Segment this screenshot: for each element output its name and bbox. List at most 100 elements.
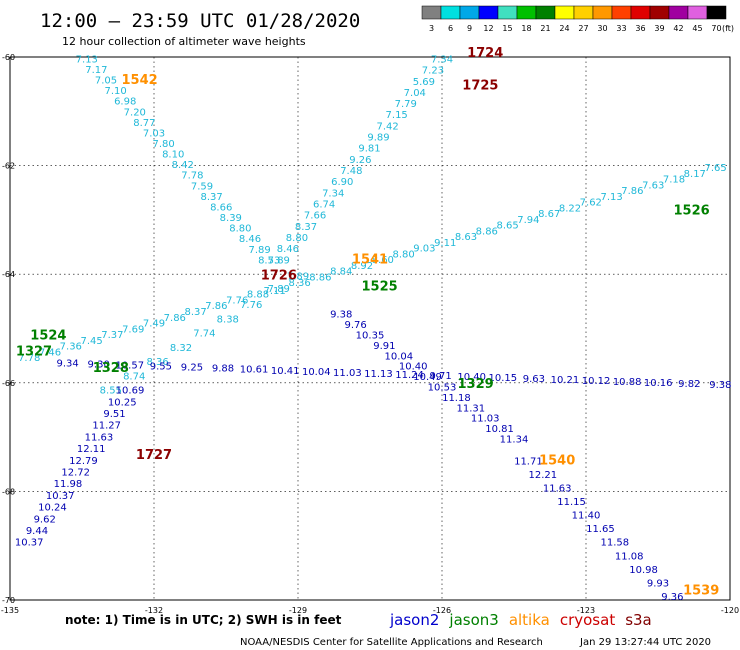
swh-value: 7.13 (76, 54, 98, 65)
pass-time-label: 1526 (674, 203, 710, 218)
swh-value: 8.67 (538, 209, 560, 220)
swh-value: 7.48 (340, 166, 362, 177)
legend-s3a: s3a (625, 611, 652, 629)
legend-altika: altika (509, 611, 550, 629)
pass-time-label: 1525 (362, 279, 398, 294)
pass-time-label: 1329 (458, 377, 494, 392)
swh-value: 7.74 (193, 329, 215, 340)
swh-value: 10.98 (629, 565, 658, 576)
swh-value: 9.25 (181, 363, 203, 374)
plot-frame (9, 56, 731, 601)
scale-swatch (478, 5, 499, 20)
swh-value: 7.46 (39, 347, 61, 358)
legend-cryosat: cryosat (560, 611, 615, 629)
scale-swatch (440, 5, 461, 20)
swh-value: 9.36 (661, 592, 683, 603)
swh-value: 7.65 (704, 163, 726, 174)
track-b: 7.347.235.697.047.797.157.429.899.819.26… (268, 54, 453, 266)
swh-value: 10.40 (457, 372, 486, 383)
swh-value: 8.36 (288, 278, 310, 289)
swh-value: 10.21 (551, 375, 580, 386)
scale-value: 27 (578, 24, 588, 33)
swh-value: 9.71 (429, 371, 451, 382)
swh-value: 11.58 (600, 538, 629, 549)
swh-value: 8.42 (172, 160, 194, 171)
pass-times: 1542 1724 1725 1726 1541 1525 1526 1524 1327 1328… (16, 46, 719, 599)
swh-value: 10.16 (644, 378, 673, 389)
swh-value: 9.63 (523, 374, 545, 385)
swh-value: 7.03 (143, 128, 165, 139)
swh-value: 9.89 (367, 133, 389, 144)
track-f: 9.389.8210.1610.8810.1210.219.6310.1510.… (56, 359, 731, 392)
swh-value: 9.38 (330, 310, 352, 321)
scale-value: 36 (635, 24, 645, 33)
swh-value: 12.21 (528, 470, 557, 481)
scale-value: 30 (597, 24, 607, 33)
legend-jason3: jason3 (448, 611, 498, 629)
swh-value: 10.49 (413, 372, 442, 383)
note-text: note: 1) Time is in UTC; 2) SWH is in fe… (65, 613, 342, 627)
swh-value: 10.81 (485, 424, 514, 435)
lat-label: -64 (2, 270, 15, 279)
swh-value: 10.24 (38, 503, 67, 514)
swh-value: 8.92 (351, 261, 373, 272)
swh-value: 7.45 (80, 336, 102, 347)
swh-value: 9.91 (373, 341, 395, 352)
scale-swatch (573, 5, 594, 20)
swh-value: 12.11 (77, 444, 106, 455)
swh-value: 8.88 (247, 290, 269, 301)
timestamp-text: Jan 29 13:27:44 UTC 2020 (579, 637, 711, 648)
swh-value: 8.37 (295, 222, 317, 233)
swh-value: 10.53 (428, 382, 457, 393)
swh-value: 7.94 (517, 215, 539, 226)
lat-label: -70 (2, 596, 15, 605)
scale-value: 12 (483, 24, 493, 33)
swh-value: 9.82 (678, 379, 700, 390)
scale-swatch (706, 5, 727, 20)
scale-value: 39 (654, 24, 664, 33)
pass-time-label: 1725 (462, 79, 498, 94)
swh-value: 8.80 (392, 249, 414, 260)
wave-height-scale: 3 6 9 12 15 18 21 24 27 30 33 36 39 42 45 70 (ft) (421, 5, 734, 33)
swh-value: 11.24 (395, 370, 424, 381)
track-h: 11.71 12.21 11.63 11.15 11.40 11.65 11.58 11.08… (514, 456, 683, 603)
swh-value: 9.81 (358, 144, 380, 155)
swh-value: 7.15 (386, 110, 408, 121)
swh-value: 8.80 (286, 233, 308, 244)
scale-value: 3 (429, 24, 434, 33)
swh-value: 8.37 (184, 307, 206, 318)
swh-value: 9.26 (349, 155, 371, 166)
swh-value: 12.72 (61, 468, 90, 479)
swh-value: 9.34 (56, 359, 78, 370)
swh-value: 8.86 (476, 226, 498, 237)
swh-value: 8.63 (455, 232, 477, 243)
swh-value: 7.66 (304, 211, 326, 222)
swh-value: 11.03 (471, 414, 500, 425)
pass-time-label: 1524 (30, 328, 66, 343)
swh-value: 9.03 (413, 244, 435, 255)
swh-value: 7.05 (95, 76, 117, 87)
scale-swatch (649, 5, 670, 20)
pass-time-label: 1328 (93, 361, 129, 376)
swh-value: 11.18 (442, 393, 471, 404)
swh-value: 10.37 (15, 538, 44, 549)
swh-value: 7.79 (395, 99, 417, 110)
scale-value: 21 (540, 24, 550, 33)
scale-value: 45 (692, 24, 702, 33)
swh-value: 7.86 (205, 301, 227, 312)
swh-value: 7.20 (124, 107, 146, 118)
swh-value: 8.37 (200, 192, 222, 203)
swh-value: 7.49 (143, 319, 165, 330)
swh-value: 9.76 (344, 320, 366, 331)
pass-time-label: 1539 (683, 584, 719, 599)
swh-value: 11.08 (615, 551, 644, 562)
pass-time-label: 1540 (539, 453, 575, 468)
swh-value: 6.90 (331, 177, 353, 188)
track-a: 7.137.177.057.106.987.208.777.037.808.10… (76, 54, 281, 266)
swh-value: 8.39 (220, 213, 242, 224)
swh-value: 8.60 (372, 255, 394, 266)
legend-jason2: jason2 (389, 611, 439, 629)
swh-value: 8.80 (229, 224, 251, 235)
swh-value: 10.04 (302, 367, 331, 378)
